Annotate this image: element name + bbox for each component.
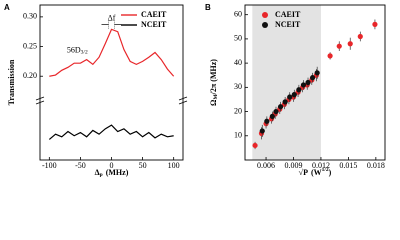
data-point [357,33,363,40]
data-point [282,99,288,105]
y-tick-label: 10 [234,131,242,140]
data-point [259,128,265,134]
data-point [277,104,284,110]
y-tick-label: 30 [234,82,242,91]
data-point [300,82,307,88]
x-tick-label: -100 [42,161,57,170]
data-point [291,92,297,98]
data-point [273,108,279,115]
plot-frame [244,4,386,161]
data-point [336,43,342,49]
text-part: (MHz) [106,168,129,177]
data-point [252,142,258,149]
x-tick-label: 0.018 [367,161,385,170]
annotation: 56D3/2 [67,46,88,56]
y-tick-label: 50 [234,34,242,43]
data-point [314,70,320,76]
data-line [49,28,175,77]
data-point [296,87,302,93]
panel-label: B [205,3,211,12]
text-part: Δ [95,168,100,177]
data-line [48,124,174,140]
data-point [347,41,353,47]
x-tick-label: 0.012 [312,161,330,170]
text-part: M [213,94,219,100]
y-tick-label: 0.30 [23,12,37,21]
text-part: Δf [108,13,116,22]
legend-label: NCEIT [141,20,167,29]
y-tick-label: 60 [234,10,242,19]
y-tick-label: 0.20 [23,71,37,80]
legend-label: NCEIT [275,20,301,29]
annotation: Δf [108,13,116,22]
data-point [327,53,333,59]
x-tick-label: -50 [75,161,86,170]
data-point [305,79,311,86]
x-axis-label: Δp (MHz) [95,168,129,178]
text-part: 56D [67,46,81,55]
x-tick-label: 0.006 [257,161,275,170]
panel-label: A [4,3,10,12]
x-tick-label: 100 [168,161,180,170]
legend-label: CAEIT [141,10,167,19]
data-point [269,113,275,120]
legend-swatch [262,12,268,18]
x-tick-label: 0.015 [339,161,357,170]
data-point [287,94,293,100]
data-point [264,118,270,124]
text-part: Ω [209,99,218,106]
x-axis-label: √P (W1/2) [299,167,332,177]
text-part: 1/2 [322,167,329,173]
text-part: (W [311,168,322,177]
y-tick-label: 20 [234,106,242,115]
y-axis-label: ΩM/2π (MHz) [209,59,219,106]
text-part: ) [329,168,332,177]
text-part: 3/2 [81,50,88,56]
text-part: √P [299,168,308,177]
y-tick-label: 0.25 [23,41,37,50]
y-axis-label: Transmission [7,59,16,105]
text-part: /2π (MHz) [209,59,218,96]
data-point [309,75,316,81]
text-part: p [100,172,103,178]
data-point [372,21,378,27]
legend-label: CAEIT [275,10,301,19]
legend-swatch [262,22,268,28]
y-tick-label: 40 [234,58,242,67]
x-tick-label: 0 [110,161,114,170]
x-tick-label: 0.009 [284,161,302,170]
x-tick-label: 50 [139,161,147,170]
